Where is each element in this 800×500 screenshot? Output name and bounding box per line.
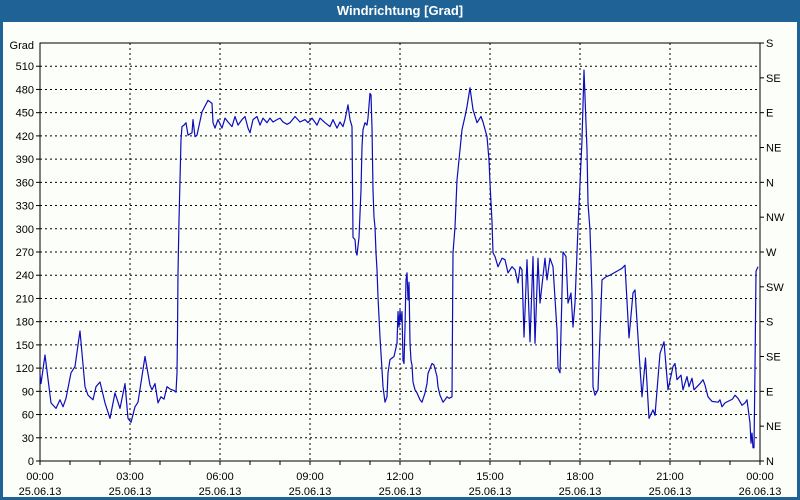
x-time-label: 18:00 (566, 471, 594, 483)
x-time-label: 21:00 (656, 471, 684, 483)
window-border-right (797, 22, 800, 500)
x-time-label: 09:00 (296, 471, 324, 483)
compass-tick-label: NE (766, 421, 781, 433)
x-time-label: 00:00 (26, 471, 54, 483)
x-date-label: 26.06.13 (739, 486, 782, 498)
x-date-label: 25.06.13 (289, 486, 332, 498)
compass-tick-label: E (766, 108, 773, 120)
compass-tick-label: SW (766, 282, 784, 294)
compass-tick-label: N (766, 456, 774, 468)
y-left-tick-label: 210 (16, 293, 34, 305)
x-date-label: 25.06.13 (109, 486, 152, 498)
y-left-tick-label: 420 (16, 131, 34, 143)
y-left-tick-label: 330 (16, 201, 34, 213)
wind-direction-line (39, 69, 759, 449)
x-time-label: 03:00 (116, 471, 144, 483)
x-time-label: 00:00 (746, 471, 774, 483)
compass-tick-label: S (766, 38, 773, 50)
compass-tick-label: NW (766, 212, 785, 224)
y-left-tick-label: 30 (22, 433, 34, 445)
y-left-tick-label: 450 (16, 108, 34, 120)
y-axis-unit-label: Grad (10, 40, 34, 52)
compass-tick-label: SE (766, 73, 781, 85)
y-left-tick-label: 270 (16, 247, 34, 259)
compass-tick-label: NE (766, 143, 781, 155)
y-left-tick-label: 240 (16, 270, 34, 282)
wind-direction-chart: 0 30 60 90 120 150 180 210 240 270 300 330 360 390 420… (0, 22, 800, 500)
y-left-tick-label: 120 (16, 363, 34, 375)
x-date-label: 25.06.13 (649, 486, 692, 498)
x-date-label: 25.06.13 (379, 486, 422, 498)
x-time-label: 15:00 (476, 471, 504, 483)
window-border-bottom (0, 497, 800, 500)
y-left-tick-label: 180 (16, 317, 34, 329)
y-left-tick-label: 480 (16, 84, 34, 96)
y-left-tick-label: 300 (16, 224, 34, 236)
x-time-label: 06:00 (206, 471, 234, 483)
chart-title: Windrichtung [Grad] (336, 3, 464, 18)
compass-tick-label: S (766, 317, 773, 329)
compass-tick-label: SE (766, 352, 781, 364)
compass-tick-label: N (766, 177, 774, 189)
compass-tick-label: E (766, 386, 773, 398)
compass-tick-label: W (766, 247, 777, 259)
y-left-tick-label: 150 (16, 340, 34, 352)
title-bar: Windrichtung [Grad] (0, 0, 800, 22)
x-date-label: 25.06.13 (469, 486, 512, 498)
y-left-tick-label: 510 (16, 61, 34, 73)
y-left-tick-label: 0 (28, 456, 34, 468)
x-date-label: 25.06.13 (199, 486, 242, 498)
y-left-tick-label: 360 (16, 177, 34, 189)
y-left-tick-label: 90 (22, 386, 34, 398)
y-left-tick-label: 390 (16, 154, 34, 166)
x-date-label: 25.06.13 (19, 486, 62, 498)
y-left-tick-label: 60 (22, 410, 34, 422)
x-date-label: 25.06.13 (559, 486, 602, 498)
x-time-label: 12:00 (386, 471, 414, 483)
window-border-left (0, 22, 3, 500)
